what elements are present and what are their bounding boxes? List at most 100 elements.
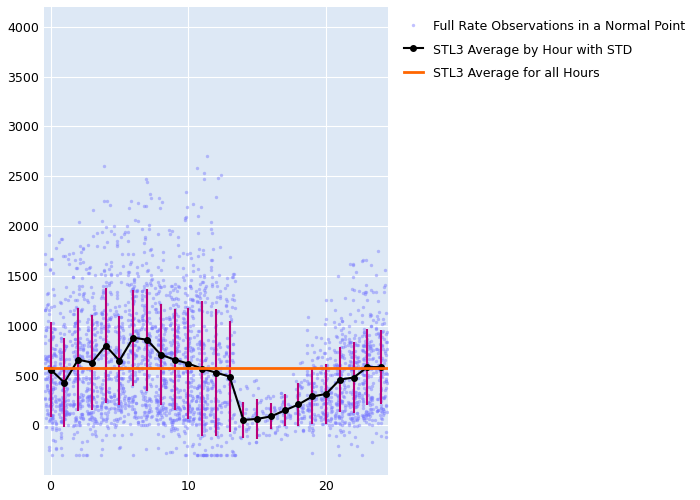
Full Rate Observations in a Normal Point: [131, 352, 142, 360]
Full Rate Observations in a Normal Point: [141, 396, 153, 404]
Full Rate Observations in a Normal Point: [186, 306, 197, 314]
Full Rate Observations in a Normal Point: [216, 431, 227, 439]
Full Rate Observations in a Normal Point: [199, 366, 211, 374]
Full Rate Observations in a Normal Point: [41, 290, 52, 298]
Full Rate Observations in a Normal Point: [130, 337, 141, 345]
Full Rate Observations in a Normal Point: [183, 334, 194, 342]
Full Rate Observations in a Normal Point: [339, 354, 350, 362]
Full Rate Observations in a Normal Point: [332, 366, 343, 374]
Full Rate Observations in a Normal Point: [241, 420, 253, 428]
Full Rate Observations in a Normal Point: [157, 368, 168, 376]
Full Rate Observations in a Normal Point: [127, 293, 139, 301]
Full Rate Observations in a Normal Point: [260, 404, 271, 411]
Full Rate Observations in a Normal Point: [316, 402, 327, 410]
Full Rate Observations in a Normal Point: [166, 368, 177, 376]
Full Rate Observations in a Normal Point: [177, 264, 188, 272]
Full Rate Observations in a Normal Point: [150, 398, 162, 406]
Full Rate Observations in a Normal Point: [206, 262, 217, 270]
Full Rate Observations in a Normal Point: [184, 334, 195, 342]
Full Rate Observations in a Normal Point: [325, 400, 336, 408]
Full Rate Observations in a Normal Point: [374, 330, 385, 338]
Full Rate Observations in a Normal Point: [81, 375, 92, 383]
Full Rate Observations in a Normal Point: [101, 404, 112, 411]
Full Rate Observations in a Normal Point: [113, 357, 125, 365]
Full Rate Observations in a Normal Point: [199, 284, 210, 292]
Full Rate Observations in a Normal Point: [132, 264, 143, 272]
Full Rate Observations in a Normal Point: [351, 422, 363, 430]
Full Rate Observations in a Normal Point: [78, 244, 89, 252]
Full Rate Observations in a Normal Point: [102, 326, 113, 334]
Full Rate Observations in a Normal Point: [371, 346, 382, 354]
Full Rate Observations in a Normal Point: [115, 374, 126, 382]
Full Rate Observations in a Normal Point: [136, 421, 147, 429]
Full Rate Observations in a Normal Point: [336, 326, 347, 334]
Full Rate Observations in a Normal Point: [58, 320, 69, 328]
Full Rate Observations in a Normal Point: [161, 406, 172, 414]
Full Rate Observations in a Normal Point: [117, 319, 128, 327]
Full Rate Observations in a Normal Point: [87, 388, 98, 396]
Full Rate Observations in a Normal Point: [340, 402, 351, 410]
Full Rate Observations in a Normal Point: [367, 409, 378, 417]
Full Rate Observations in a Normal Point: [297, 404, 308, 412]
Full Rate Observations in a Normal Point: [153, 286, 164, 294]
Full Rate Observations in a Normal Point: [193, 245, 204, 253]
Full Rate Observations in a Normal Point: [195, 302, 206, 310]
Full Rate Observations in a Normal Point: [77, 366, 88, 374]
Full Rate Observations in a Normal Point: [268, 404, 279, 412]
Full Rate Observations in a Normal Point: [108, 362, 120, 370]
Full Rate Observations in a Normal Point: [336, 398, 347, 406]
Full Rate Observations in a Normal Point: [197, 404, 209, 412]
Full Rate Observations in a Normal Point: [172, 302, 183, 310]
Full Rate Observations in a Normal Point: [304, 418, 316, 426]
Full Rate Observations in a Normal Point: [45, 414, 56, 422]
Full Rate Observations in a Normal Point: [188, 415, 199, 423]
Full Rate Observations in a Normal Point: [89, 374, 100, 382]
Full Rate Observations in a Normal Point: [130, 341, 141, 349]
Full Rate Observations in a Normal Point: [312, 353, 323, 361]
Full Rate Observations in a Normal Point: [61, 384, 72, 392]
Full Rate Observations in a Normal Point: [127, 361, 138, 369]
Full Rate Observations in a Normal Point: [153, 288, 164, 296]
Full Rate Observations in a Normal Point: [74, 393, 85, 401]
Full Rate Observations in a Normal Point: [202, 392, 213, 400]
Full Rate Observations in a Normal Point: [69, 420, 80, 428]
Full Rate Observations in a Normal Point: [228, 270, 239, 278]
Full Rate Observations in a Normal Point: [114, 379, 125, 387]
Full Rate Observations in a Normal Point: [318, 414, 329, 422]
Full Rate Observations in a Normal Point: [48, 436, 59, 444]
Full Rate Observations in a Normal Point: [206, 300, 218, 308]
Full Rate Observations in a Normal Point: [340, 401, 351, 409]
Full Rate Observations in a Normal Point: [290, 409, 301, 417]
Full Rate Observations in a Normal Point: [123, 306, 134, 314]
Full Rate Observations in a Normal Point: [60, 402, 71, 409]
Full Rate Observations in a Normal Point: [155, 336, 167, 344]
Full Rate Observations in a Normal Point: [360, 408, 372, 416]
Full Rate Observations in a Normal Point: [156, 344, 167, 352]
Full Rate Observations in a Normal Point: [55, 334, 66, 342]
Full Rate Observations in a Normal Point: [343, 361, 354, 369]
Full Rate Observations in a Normal Point: [363, 410, 374, 418]
Full Rate Observations in a Normal Point: [119, 401, 130, 409]
Full Rate Observations in a Normal Point: [75, 260, 86, 268]
Full Rate Observations in a Normal Point: [169, 347, 180, 355]
Full Rate Observations in a Normal Point: [130, 288, 141, 296]
Full Rate Observations in a Normal Point: [129, 360, 140, 368]
Full Rate Observations in a Normal Point: [172, 342, 183, 350]
Full Rate Observations in a Normal Point: [339, 432, 350, 440]
Full Rate Observations in a Normal Point: [251, 412, 262, 420]
Full Rate Observations in a Normal Point: [321, 355, 332, 363]
Full Rate Observations in a Normal Point: [111, 416, 122, 424]
Full Rate Observations in a Normal Point: [126, 396, 137, 404]
Full Rate Observations in a Normal Point: [130, 292, 141, 300]
Full Rate Observations in a Normal Point: [122, 250, 134, 258]
Full Rate Observations in a Normal Point: [55, 434, 66, 442]
Full Rate Observations in a Normal Point: [185, 254, 196, 262]
Full Rate Observations in a Normal Point: [160, 449, 172, 457]
Full Rate Observations in a Normal Point: [75, 400, 86, 408]
Full Rate Observations in a Normal Point: [156, 394, 167, 402]
Full Rate Observations in a Normal Point: [132, 344, 144, 351]
Full Rate Observations in a Normal Point: [202, 404, 213, 412]
Full Rate Observations in a Normal Point: [182, 378, 193, 386]
Full Rate Observations in a Normal Point: [196, 338, 207, 346]
Full Rate Observations in a Normal Point: [144, 308, 155, 316]
